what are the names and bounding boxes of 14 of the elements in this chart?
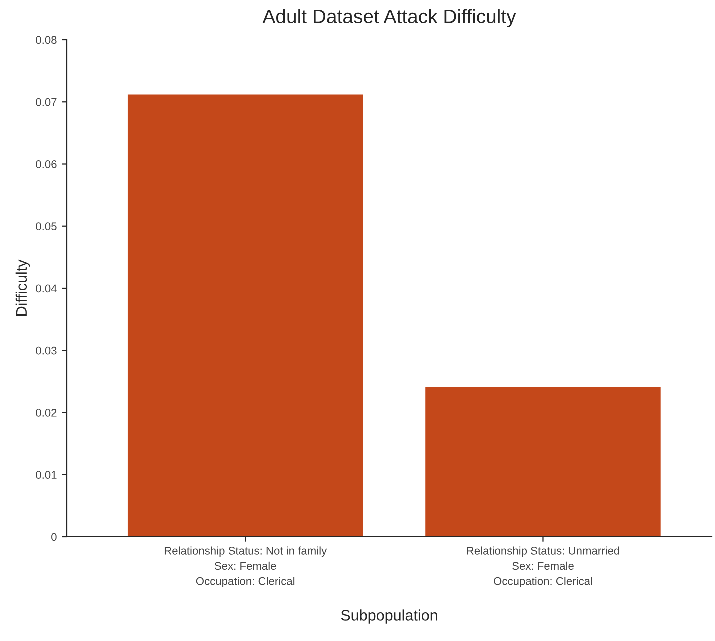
x-tick-label: Relationship Status: Unmarried Sex: Female Occupation: Clerical [467,546,620,588]
chart-title: Adult Dataset Attack Difficulty [262,9,516,28]
x-axis-title: Subpopulation [341,610,438,624]
y-tick-label: 0 [52,533,57,542]
y-tick-label: 0.06 [36,160,57,168]
y-axis-title: Difficulty [16,260,30,316]
y-tick-label: 0.08 [36,36,57,44]
y-tick-label: 0.04 [36,284,57,293]
x-tick-label: Relationship Status: Not in family Sex: Female Occupation: Clerical [164,546,328,588]
y-tick-label: 0.03 [36,346,57,355]
y-tick-label: 0.02 [36,409,57,417]
y-tick-label: 0.01 [36,471,57,480]
y-tick-label: 0.07 [36,98,57,106]
y-tick-label: 0.05 [36,222,57,231]
